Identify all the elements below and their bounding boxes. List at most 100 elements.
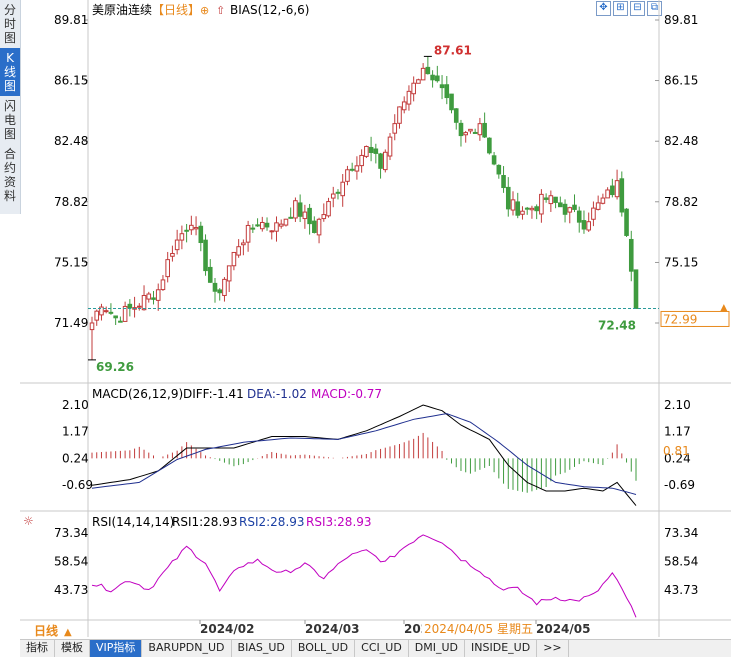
arrow-up-icon: ⇧ (216, 4, 225, 17)
candle-body (94, 310, 100, 321)
candle-body (99, 306, 104, 316)
candle-body (425, 66, 431, 75)
fullscreen-icon[interactable]: ⧉ (647, 1, 662, 16)
period-dropdown-icon[interactable]: ▲ (64, 627, 72, 638)
settings-icon[interactable]: ⊕ (200, 4, 209, 17)
rsi1-value: 28.93 (203, 515, 237, 529)
candle-body (212, 282, 218, 292)
candle-body (401, 101, 407, 111)
candle-body (307, 207, 312, 225)
rsi-tick-label-left: 58.54 (54, 554, 88, 568)
tab-boll[interactable]: BOLL_UD (292, 640, 356, 657)
tab-templates[interactable]: 模板 (55, 640, 90, 657)
candle-body (127, 303, 133, 309)
candle-body (198, 225, 204, 244)
candle-body (278, 223, 284, 227)
price-up-icon: ▲ (720, 302, 728, 313)
candle-body (368, 146, 374, 153)
candle-body (245, 224, 251, 243)
candle-body (122, 305, 128, 322)
candle-body (146, 293, 152, 300)
candle-body (255, 224, 260, 227)
candle-body (576, 210, 582, 223)
candle-body (633, 269, 639, 309)
candle-body (430, 74, 435, 81)
tab-flash[interactable]: 闪电图 (3, 99, 16, 141)
price-tick-label-right: 89.81 (664, 13, 698, 27)
candle-body (231, 251, 237, 267)
bottom-tab-bar: 指标 模板 VIP指标 BARUPDN_UD BIAS_UD BOLL_UD C… (20, 639, 731, 657)
candle-body (435, 75, 440, 82)
candle-body (600, 197, 606, 204)
price-tick-label-left: 75.15 (54, 255, 88, 269)
candle-body (468, 128, 473, 132)
candle-body (463, 132, 469, 136)
tab-inside[interactable]: INSIDE_UD (465, 640, 538, 657)
tab-indicators[interactable]: 指标 (20, 640, 55, 657)
candle-body (89, 322, 95, 331)
rsi-line (91, 534, 637, 618)
rsi-title: RSI(14,14,14) (92, 515, 174, 529)
macd-macd-value: -0.77 (351, 387, 382, 401)
tab-vip-indicators[interactable]: VIP指标 (90, 640, 143, 657)
candle-body (155, 289, 161, 301)
instrument-name: 美原油连续 (92, 2, 152, 17)
candle-body (293, 200, 298, 219)
candle-body (543, 197, 549, 200)
current-price-tag (660, 310, 730, 327)
candle-body (236, 246, 241, 256)
candle-body (449, 93, 454, 111)
current-price-value: 72.99 (663, 312, 697, 326)
price-tick-label-left: 86.15 (54, 74, 88, 88)
candle-body (321, 214, 327, 220)
candle-body (259, 221, 265, 230)
candle-body (387, 136, 393, 157)
macd-tick-label-left: 1.17 (62, 425, 89, 439)
crosshair-icon[interactable]: ✥ (596, 1, 611, 16)
candle-body (222, 278, 227, 296)
macd-macd-label: MACD:-0.77 (311, 387, 382, 401)
candle-body (439, 84, 445, 89)
candle-body (326, 201, 331, 217)
candle-body (170, 252, 175, 257)
tab-bias[interactable]: BIAS_UD (232, 640, 292, 657)
candle-body (477, 123, 483, 136)
x-axis-label: 2024/02 (200, 622, 254, 636)
candle-body (241, 242, 246, 246)
macd-dea-value: -1.02 (276, 387, 307, 401)
candle-body (184, 229, 189, 232)
chart-area[interactable]: 美原油连续 【日线】 ⊕ ⇧ BIAS(12,-6,6) 89.81 89.81 8… (0, 0, 731, 640)
candle-body (610, 185, 615, 196)
candle-body (340, 181, 346, 197)
high-label: 87.61 (434, 43, 472, 57)
candle-body (515, 201, 521, 216)
tab-contract-info[interactable]: 合约资料 (3, 147, 16, 203)
tab-cci[interactable]: CCI_UD (355, 640, 409, 657)
rsi3-label: RSI3:28.93 (306, 515, 372, 529)
candle-body (283, 218, 289, 226)
rsi-gear-icon[interactable]: ☼ (23, 514, 34, 528)
candle-body (330, 193, 336, 199)
macd-tick-label-right: 1.17 (664, 425, 691, 439)
candle-body (586, 221, 591, 231)
macd-diff-label: DIFF:-1.41 (183, 387, 244, 401)
tab-more[interactable]: >> (537, 640, 569, 657)
candle-body (628, 238, 634, 272)
candle-body (591, 207, 596, 220)
tab-timeshare[interactable]: 分时图 (3, 3, 16, 45)
zoom-in-icon[interactable]: ⊞ (613, 1, 628, 16)
tab-dmi[interactable]: DMI_UD (409, 640, 466, 657)
zoom-out-icon[interactable]: ⊟ (630, 1, 645, 16)
candle-body (373, 148, 379, 154)
candle-body (359, 154, 364, 167)
period-selector[interactable]: 日线 (34, 623, 58, 638)
tab-barupdn[interactable]: BARUPDN_UD (142, 640, 232, 657)
candle-body (174, 239, 180, 251)
macd-current-tag: 0.81 (663, 444, 690, 458)
candle-body (453, 108, 459, 123)
macd-tick-label-right: 0.24 (664, 451, 691, 465)
price-tick-label-right: 78.82 (664, 195, 698, 209)
last-label: 72.48 (598, 318, 636, 332)
